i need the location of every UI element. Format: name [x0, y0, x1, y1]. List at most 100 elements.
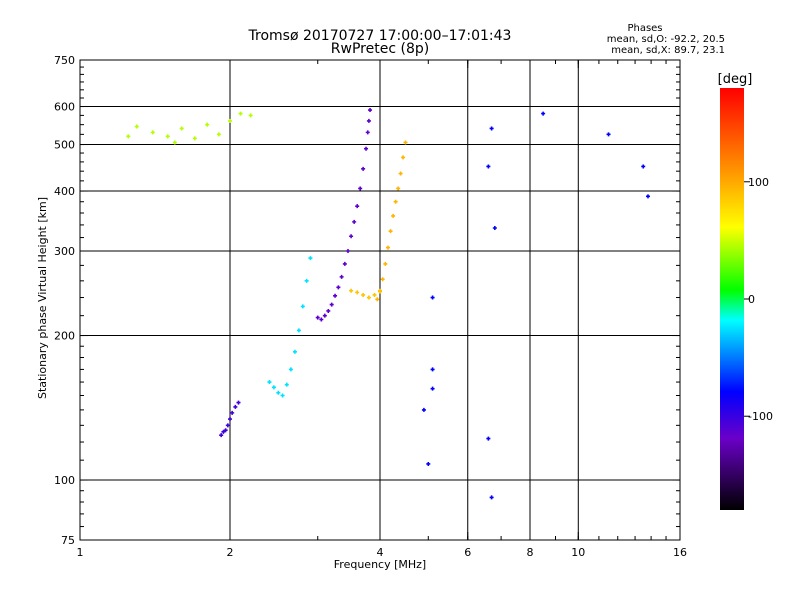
phase-stats-title: Phases: [627, 23, 662, 34]
data-point: [233, 404, 238, 409]
axes: 1 2 4 6 8 10 16 75 100 200 300 400 500 600 750: [54, 54, 687, 559]
data-point: [165, 134, 170, 139]
data-point: [219, 433, 224, 438]
y-tick-label: 400: [54, 185, 75, 198]
data-point: [308, 256, 313, 261]
data-point: [380, 277, 385, 282]
data-point: [426, 461, 431, 466]
x-tick-label: 2: [227, 546, 234, 559]
data-point: [393, 199, 398, 204]
data-point: [398, 171, 403, 176]
x-tick-label: 10: [571, 546, 585, 559]
data-point: [364, 146, 369, 151]
data-point: [329, 302, 334, 307]
data-point: [355, 290, 360, 295]
data-point: [372, 292, 377, 297]
data-point: [383, 261, 388, 266]
colorbar-label: [deg]: [718, 72, 753, 87]
data-point: [271, 385, 276, 390]
y-tick-label: 100: [54, 474, 75, 487]
colorbar-tick-label: -100: [748, 410, 773, 423]
data-point: [403, 140, 408, 145]
data-point: [284, 382, 289, 387]
data-point: [342, 261, 347, 266]
x-tick-label: 6: [464, 546, 471, 559]
data-point: [486, 164, 491, 169]
data-point: [349, 234, 354, 239]
data-point: [361, 166, 366, 171]
data-point: [645, 194, 650, 199]
phase-stats-o: mean, sd,O: -92.2, 20.5: [607, 34, 725, 45]
y-tick-label: 600: [54, 101, 75, 114]
grid-lines: [80, 60, 680, 540]
data-point: [292, 349, 297, 354]
data-point: [385, 245, 390, 250]
y-tick-label: 200: [54, 330, 75, 343]
data-point: [134, 124, 139, 129]
data-point: [238, 111, 243, 116]
data-point: [223, 428, 228, 433]
data-point: [288, 367, 293, 372]
data-point: [150, 130, 155, 135]
data-point: [267, 380, 272, 385]
data-point: [300, 304, 305, 309]
phase-stats-x: mean, sd,X: 89.7, 23.1: [611, 45, 725, 56]
data-point: [365, 130, 370, 135]
y-tick-label: 500: [54, 139, 75, 152]
data-point: [430, 367, 435, 372]
data-point: [641, 164, 646, 169]
data-point: [388, 229, 393, 234]
x-tick-label: 1: [77, 546, 84, 559]
y-axis-label: Stationary phase Virtual Height [km]: [36, 197, 49, 399]
data-point: [280, 393, 285, 398]
data-point: [378, 289, 382, 294]
data-point: [361, 292, 366, 297]
data-point: [304, 278, 309, 283]
data-point: [352, 219, 357, 224]
colorbar-ticks: 100 0 -100: [744, 176, 773, 423]
data-point: [358, 186, 363, 191]
data-point: [228, 118, 232, 123]
data-point: [489, 495, 494, 500]
data-point: [248, 113, 253, 118]
data-point: [172, 140, 177, 145]
data-point: [228, 417, 232, 422]
data-point: [375, 297, 380, 302]
data-point: [326, 308, 331, 313]
data-point: [339, 274, 344, 279]
data-point: [322, 313, 327, 318]
data-point: [489, 126, 494, 131]
y-tick-label: 75: [61, 534, 75, 547]
data-point: [333, 293, 338, 298]
data-points: [126, 108, 650, 500]
data-point: [345, 249, 350, 254]
data-point: [430, 295, 435, 300]
data-point: [126, 134, 131, 139]
x-axis-label: Frequency [MHz]: [334, 558, 426, 571]
y-tick-label: 300: [54, 245, 75, 258]
chart-subtitle: RwPretec (8p): [331, 41, 429, 57]
colorbar: [720, 88, 744, 510]
x-tick-label: 4: [377, 546, 384, 559]
x-tick-label: 8: [527, 546, 534, 559]
data-point: [430, 386, 435, 391]
data-point: [192, 136, 197, 141]
data-point: [368, 108, 373, 113]
data-point: [230, 410, 235, 415]
data-point: [541, 111, 546, 116]
data-point: [236, 400, 241, 405]
data-point: [216, 132, 221, 137]
data-point: [401, 155, 406, 160]
data-point: [366, 295, 371, 300]
data-point: [179, 126, 184, 131]
data-point: [336, 285, 341, 290]
chart-title: Tromsø 20170727 17:00:00–17:01:43: [248, 28, 512, 44]
data-point: [276, 390, 281, 395]
data-point: [606, 132, 611, 137]
data-point: [492, 226, 497, 231]
data-point: [391, 213, 396, 218]
data-point: [349, 288, 354, 293]
data-point: [296, 328, 301, 333]
